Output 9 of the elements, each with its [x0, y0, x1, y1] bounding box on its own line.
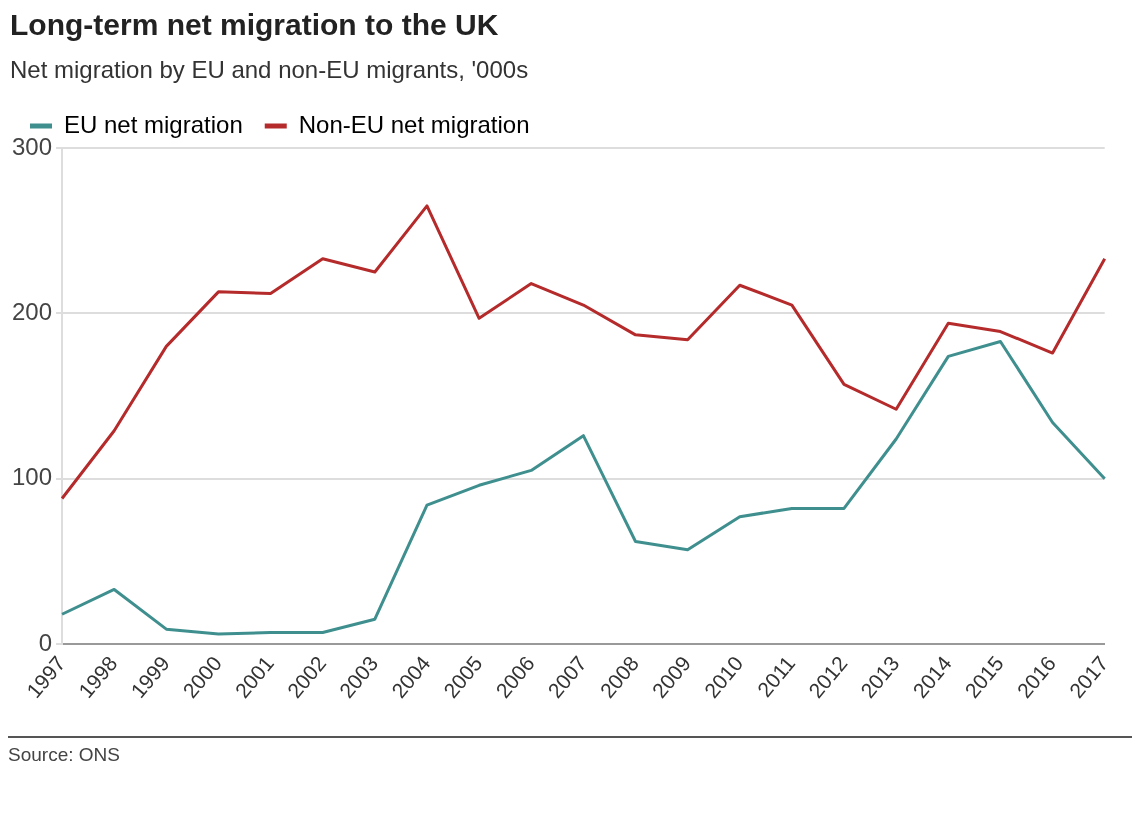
chart-title: Long-term net migration to the UK	[10, 8, 500, 42]
y-tick-label: 300	[12, 132, 53, 160]
source-note: Source: ONS	[8, 744, 121, 766]
y-tick-label: 0	[38, 628, 53, 656]
y-tick-label: 100	[12, 463, 53, 491]
legend-label: EU net migration	[64, 110, 243, 138]
y-tick-label: 200	[12, 297, 53, 325]
legend-label: Non-EU net migration	[298, 110, 530, 138]
chart-subtitle: Net migration by EU and non-EU migrants, '000s	[10, 56, 530, 84]
